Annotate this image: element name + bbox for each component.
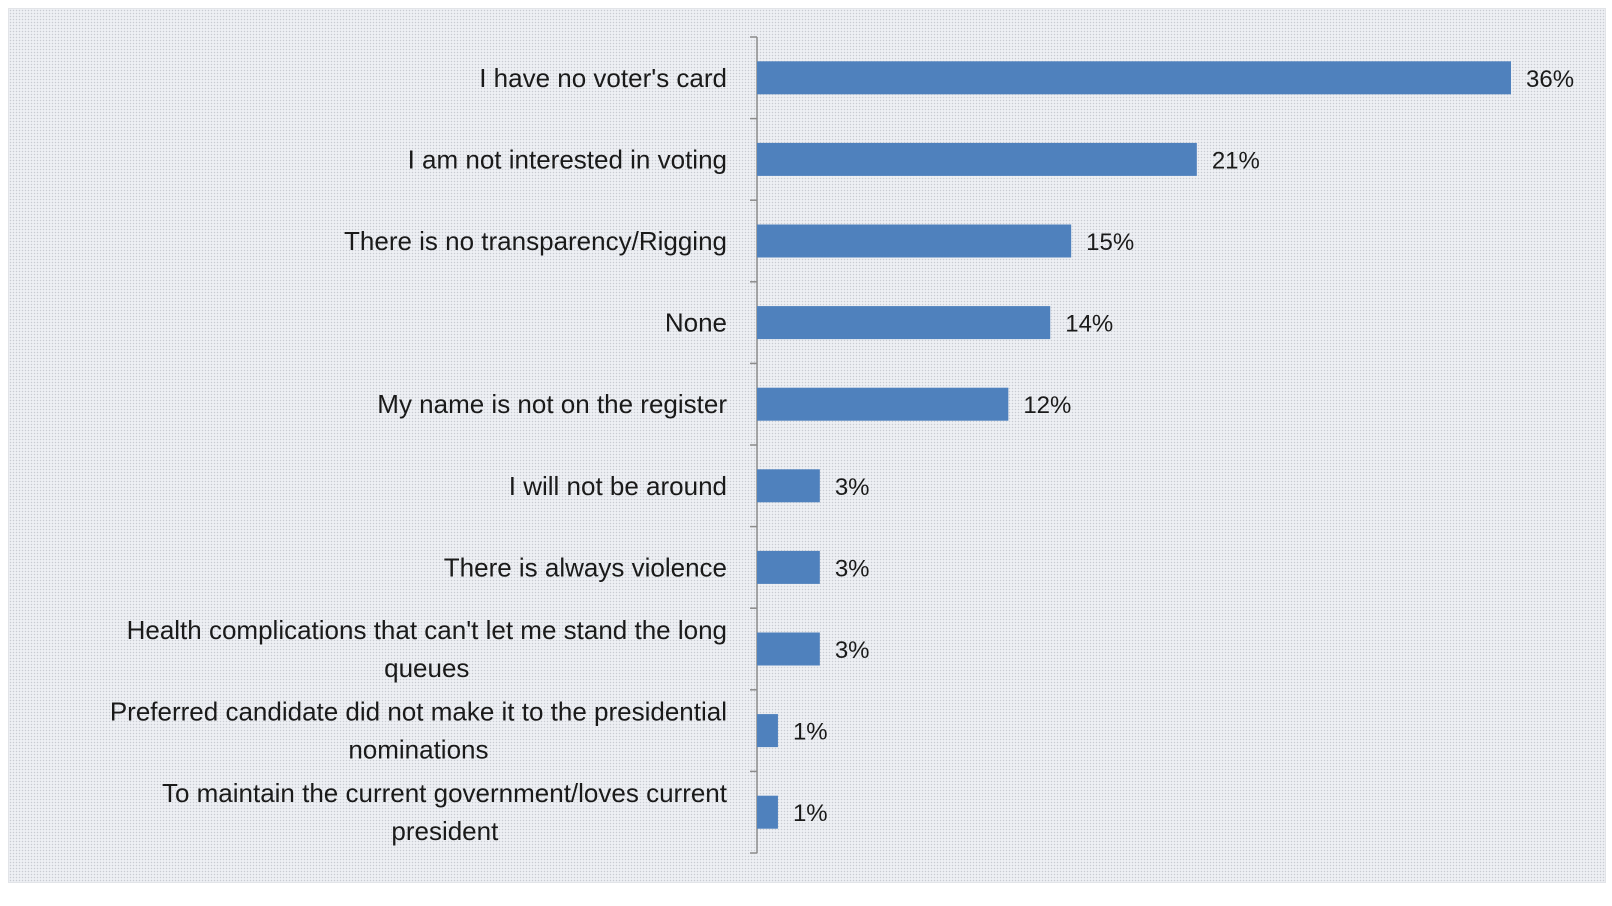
data-label: 36%	[1526, 66, 1574, 93]
bar	[757, 469, 820, 503]
category-label: Preferred candidate did not make it to t…	[110, 697, 727, 765]
data-label: 12%	[1023, 392, 1071, 419]
data-label: 3%	[835, 637, 870, 664]
bar	[757, 795, 778, 829]
category-label: Health complications that can't let me s…	[127, 615, 727, 683]
bar	[757, 632, 820, 666]
category-label: I will not be around	[509, 471, 727, 501]
data-label: 15%	[1086, 229, 1134, 256]
category-label: I have no voter's card	[479, 63, 727, 93]
chart-area: 36% I have no voter's card 21% I am not int…	[8, 8, 1606, 883]
category-label: None	[665, 308, 727, 338]
category-label: There is no transparency/Rigging	[344, 226, 727, 256]
data-label: 14%	[1065, 311, 1113, 338]
bar	[757, 387, 1009, 421]
bar	[757, 224, 1072, 258]
data-label: 21%	[1212, 147, 1260, 174]
bar	[757, 550, 820, 584]
data-label: 3%	[835, 474, 870, 501]
category-label: There is always violence	[444, 552, 727, 582]
data-label: 3%	[835, 555, 870, 582]
bar	[757, 714, 778, 748]
category-label: I am not interested in voting	[408, 144, 727, 174]
bar	[757, 61, 1511, 95]
data-label: 1%	[793, 800, 828, 827]
data-label: 1%	[793, 719, 828, 746]
bar-chart: 36% I have no voter's card 21% I am not int…	[110, 36, 1574, 854]
category-label: My name is not on the register	[377, 389, 727, 419]
bar	[757, 142, 1197, 176]
bar	[757, 306, 1051, 340]
category-label: To maintain the current government/loves…	[162, 778, 728, 846]
